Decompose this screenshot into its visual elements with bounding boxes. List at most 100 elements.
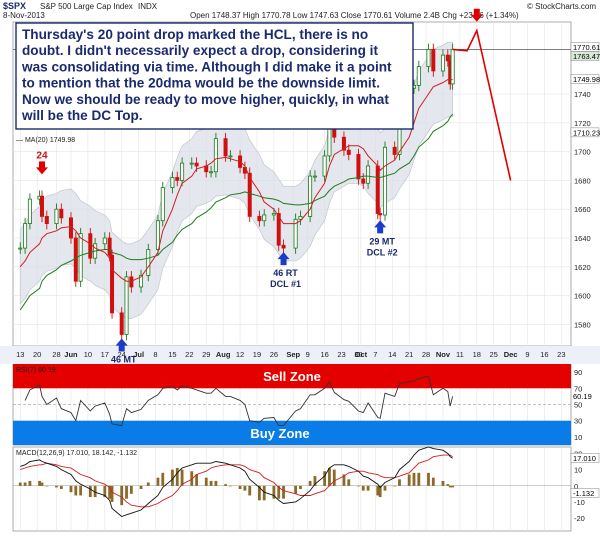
macd-histogram-bar (294, 485, 298, 494)
x-tick-label: Aug (216, 350, 231, 359)
macd-y-tick: -10 (574, 498, 585, 507)
rsi-line (24, 375, 454, 427)
price-candle (378, 213, 383, 216)
price-candle (175, 177, 180, 181)
price-candle (257, 215, 262, 222)
macd-histogram-bar (398, 479, 401, 486)
price-candle (180, 162, 185, 181)
sell-zone-label: Sell Zone (263, 369, 321, 384)
macd-histogram-bar (125, 485, 128, 499)
price-candle (416, 66, 421, 86)
projection-path (452, 28, 512, 181)
macd-histogram-bar (45, 485, 49, 487)
cycle-top-arrow (35, 161, 48, 175)
macd-histogram-bar (257, 485, 261, 501)
macd-histogram-bar (103, 485, 107, 498)
price-candle (440, 54, 445, 72)
price-candle (322, 155, 327, 177)
rsi-indicator: Sell Zone Buy Zone RSI(7) 60.19 10 30 50 70 90 6… (13, 364, 592, 445)
price-candle (124, 276, 129, 335)
sma20-tag-box (570, 74, 600, 84)
macd-histogram-bar (108, 485, 112, 499)
symbol-label: $SPX (3, 1, 26, 11)
projection-line (452, 28, 512, 181)
x-tick-label: 8 (153, 350, 157, 359)
macd-histogram-bar (313, 476, 317, 486)
x-tick-label: 25 (490, 350, 498, 359)
x-tick-label: 23 (337, 350, 345, 359)
cycle-low-label: 29 MT (369, 236, 395, 246)
buy-zone-label: Buy Zone (250, 426, 309, 441)
price-candle (375, 165, 380, 214)
price-y-axis: 1580 1600 1620 1640 1660 1680 1700 1720 1740 (574, 90, 591, 329)
x-tick-label: 18 (473, 350, 481, 359)
macd-histogram-bar (69, 485, 73, 493)
macd-y-tick: -20 (574, 514, 585, 523)
x-tick-label: 17 (101, 350, 109, 359)
x-tick-label: 16 (540, 350, 548, 359)
price-candle (110, 254, 115, 314)
x-tick-label: Dec (504, 350, 518, 359)
macd-legend: MACD(12,26,9) 17.010, 18.142, -1.132 (16, 450, 137, 457)
x-tick-label: 22 (185, 350, 193, 359)
price-candle (119, 312, 124, 335)
macd-histogram-bar (59, 485, 63, 489)
x-tick-label: 29 (202, 350, 210, 359)
macd-histogram-bar (180, 469, 184, 486)
macd-histogram-bar (431, 477, 435, 486)
price-candle (160, 187, 165, 222)
macd-histogram-bar (129, 485, 133, 494)
rsi-legend: RSI(7) 60.19 (16, 367, 56, 374)
cycle-low-label: DCL #2 (367, 247, 398, 257)
macd-histogram-bar (23, 482, 27, 486)
price-candle (392, 146, 397, 155)
buy-zone (13, 420, 571, 445)
price-candle (247, 172, 252, 217)
x-tick-label: 19 (253, 350, 261, 359)
macd-histogram-bar (171, 469, 174, 486)
macd-histogram-bar (378, 485, 382, 498)
macd-histogram-bar (74, 485, 78, 496)
date-axis-strip (0, 346, 600, 364)
sma20-line (19, 79, 453, 282)
macd-line (20, 446, 453, 518)
annotation-line: was consolidating via time. Although I d… (21, 59, 392, 74)
price-candle (44, 215, 49, 224)
macd-histogram-bar (18, 482, 22, 486)
macd-signal-line (20, 454, 453, 508)
x-tick-label: Jul (133, 350, 144, 359)
x-tick-label: 20 (33, 350, 41, 359)
annotation-line: doubt. I didn't necessarily expect a dro… (22, 43, 378, 58)
y-tick-label: 1580 (574, 320, 591, 329)
annotation-line: Now we should be ready to move higher, q… (22, 92, 389, 107)
macd-hist-tag-box (570, 488, 600, 498)
macd-histogram-bar (308, 480, 312, 486)
x-tick-label: Nov (436, 350, 451, 359)
annotation-text: Thursday's 20 point drop marked the HCL,… (21, 27, 392, 123)
cycle-top-arrow (470, 8, 483, 22)
price-candle (189, 162, 194, 165)
macd-histogram-bar (214, 480, 218, 486)
price-candle (59, 208, 64, 219)
macd-histogram-bar (38, 480, 41, 486)
macd-histogram-bar (383, 485, 387, 491)
macd-histogram-bar (139, 485, 143, 489)
macd-histogram-bar (28, 480, 32, 486)
price-candle (78, 233, 83, 282)
price-candle (139, 275, 144, 288)
macd-histogram-bar (347, 479, 351, 486)
macd-histogram-bar (448, 485, 452, 488)
exchange-label: INDX (138, 2, 158, 11)
macd-histogram-bar (93, 485, 97, 498)
price-candle (27, 198, 32, 224)
macd-histogram-bar (88, 485, 92, 498)
price-candle (18, 247, 23, 250)
price-candle (223, 138, 228, 157)
x-tick-label: 11 (456, 350, 464, 359)
x-tick-label: 28 (52, 350, 60, 359)
price-candle (39, 195, 44, 217)
upper-band-tag: 1763.47 (573, 52, 600, 61)
rsi-y-tick: 90 (574, 368, 582, 377)
price-candle (431, 48, 436, 72)
